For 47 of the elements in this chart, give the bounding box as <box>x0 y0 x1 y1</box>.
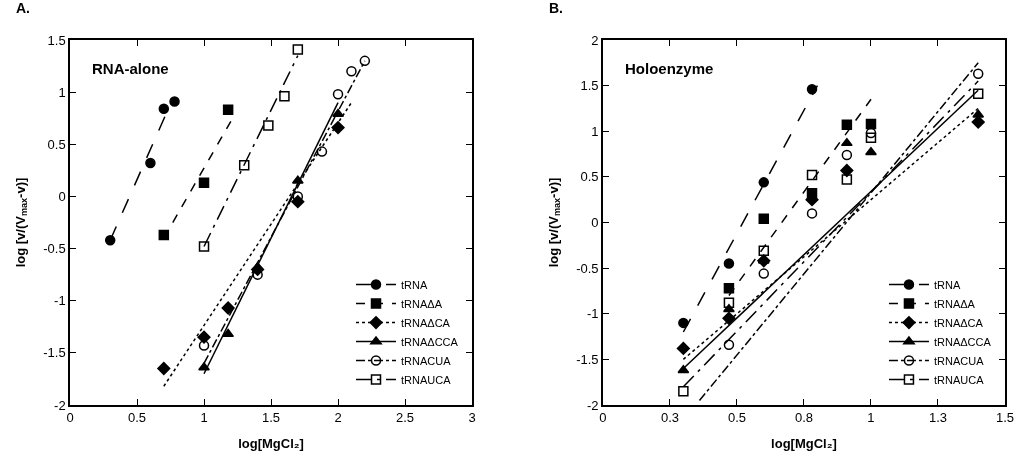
x-tick-label: 1 <box>867 410 875 426</box>
y-tick-label: 1 <box>58 84 66 100</box>
legend-label: tRNACUA <box>933 354 985 367</box>
y-tick-label: 1 <box>591 123 599 139</box>
x-tick-label: 1.3 <box>928 410 948 426</box>
y-tick-label: -2 <box>54 397 66 413</box>
y-tick-label: -1 <box>587 306 599 322</box>
x-tick-label: 3 <box>468 410 476 426</box>
legend-label: tRNAΔA <box>933 297 976 310</box>
y-tick-label: -0.5 <box>43 241 66 257</box>
x-tick-label: 0.5 <box>127 410 147 426</box>
legend-label: tRNAUCA <box>933 373 985 386</box>
legend-label: tRNACUA <box>401 354 452 367</box>
x-tick-label: 1 <box>200 410 208 426</box>
legend-label: tRNAΔA <box>401 297 443 310</box>
y-tick-label: 0 <box>591 215 599 231</box>
legend-label: tRNAΔCA <box>401 316 451 329</box>
y-tick-label: -1 <box>54 293 66 309</box>
legend-label: tRNAUCA <box>401 373 452 386</box>
y-tick-label: 0.5 <box>580 169 599 185</box>
y-tick-label: 1.5 <box>47 32 66 48</box>
x-tick-label: 1.5 <box>261 410 281 426</box>
y-tick-label: -0.5 <box>576 260 599 276</box>
x-tick-label: 0.3 <box>660 410 679 426</box>
y-tick-label: 0.5 <box>47 136 66 152</box>
y-tick-label: 0 <box>58 188 66 204</box>
x-tick-label: 0.5 <box>727 410 747 426</box>
y-tick-label: 2 <box>591 32 599 48</box>
legend-label: tRNAΔCCA <box>401 335 459 348</box>
x-axis-title: log[MgCl₂] <box>771 436 837 452</box>
x-tick-label: 0.8 <box>794 410 814 426</box>
x-tick-label: 1.5 <box>995 410 1015 426</box>
x-axis-title: log[MgCl₂] <box>238 436 304 452</box>
y-tick-label: 1.5 <box>580 78 599 94</box>
y-tick-label: -2 <box>587 397 599 413</box>
legend-label: tRNA <box>401 278 428 291</box>
x-tick-label: 2 <box>334 410 342 426</box>
annotation: RNA-alone <box>92 60 169 77</box>
y-tick-label: -1.5 <box>576 351 599 367</box>
legend-label: tRNAΔCA <box>933 316 984 329</box>
legend-label: tRNA <box>933 278 961 291</box>
y-tick-label: -1.5 <box>43 345 66 361</box>
legend-label: tRNAΔCCA <box>933 335 992 348</box>
annotation: Holoenzyme <box>625 60 714 77</box>
chart-title: A. <box>16 0 30 16</box>
chart-title: B. <box>549 0 563 16</box>
x-tick-label: 2.5 <box>396 410 415 426</box>
